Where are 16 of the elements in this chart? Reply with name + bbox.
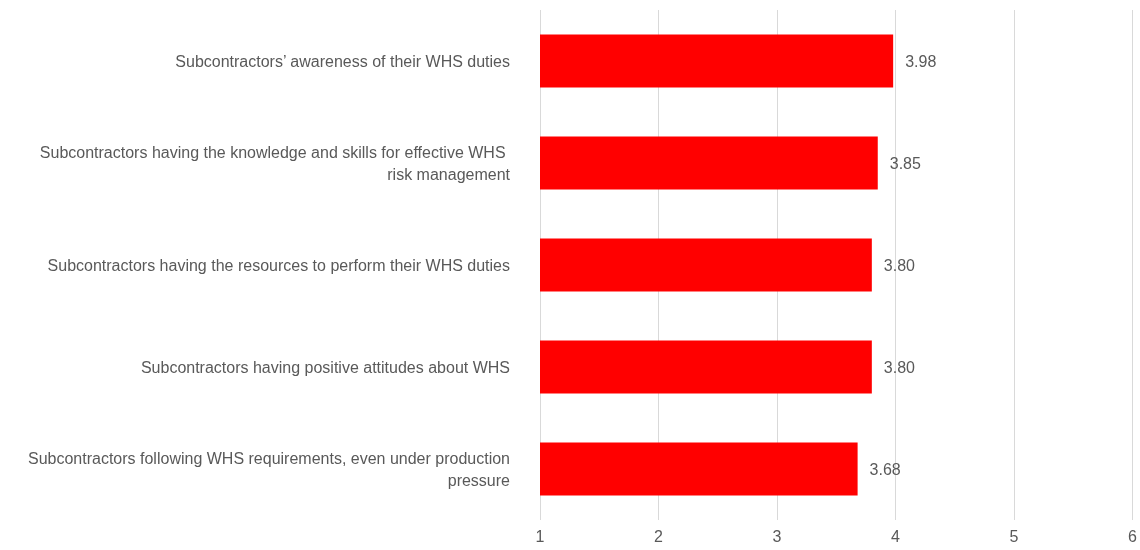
y-tick-label: Subcontractors having the resources to perform their WHS duties (47, 256, 510, 274)
x-tick-label: 6 (1128, 527, 1138, 545)
x-tick-label: 3 (772, 527, 782, 545)
y-tick-label: Subcontractors following WHS requirements, even under production pressure (27, 449, 511, 489)
data-label: 3.68 (869, 460, 901, 478)
x-tick-label: 2 (654, 527, 664, 545)
y-tick-label: Subcontractors having the knowledge and skills for effective WHS risk management (39, 143, 511, 183)
x-tick-label: 5 (1009, 527, 1019, 545)
x-tick-label: 1 (535, 527, 545, 545)
x-tick-label: 4 (891, 527, 901, 545)
data-label: 3.85 (889, 154, 921, 172)
data-label: 3.80 (883, 358, 916, 376)
y-tick-label: Subcontractors having positive attitudes about WHS (140, 358, 510, 376)
data-label: 3.98 (905, 52, 937, 70)
data-label: 3.80 (883, 256, 916, 274)
y-tick-label: Subcontractors’ awareness of their WHS duties (175, 52, 510, 70)
